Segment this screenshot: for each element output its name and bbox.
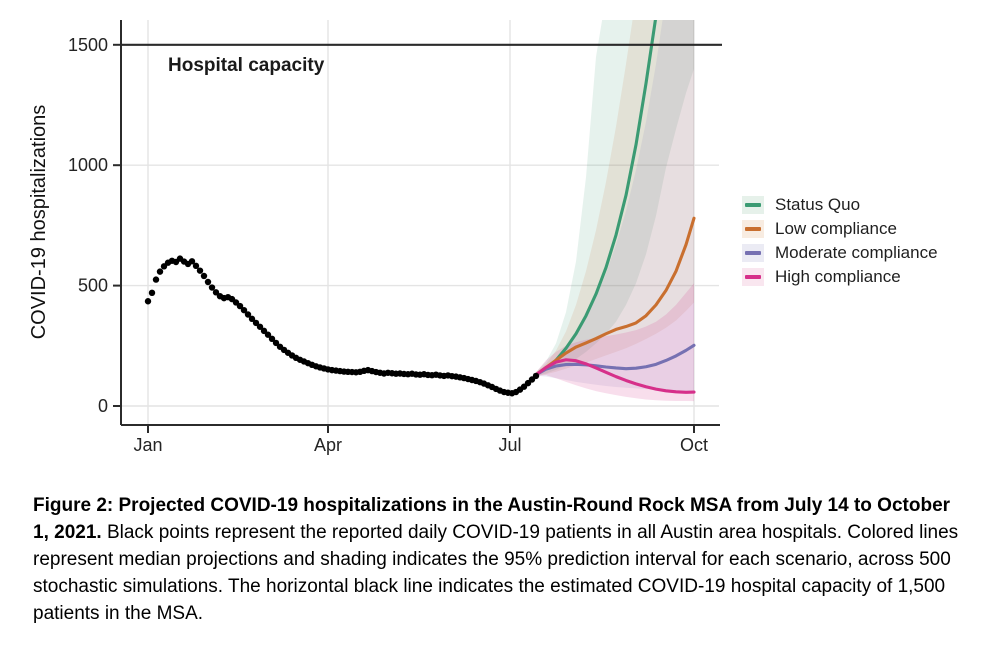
legend-key-line xyxy=(745,275,761,279)
legend-key-icon xyxy=(742,268,764,286)
observed-point xyxy=(196,267,204,274)
x-tick-label: Oct xyxy=(680,435,708,455)
y-tick-label: 0 xyxy=(98,396,108,416)
y-tick-label: 500 xyxy=(78,276,108,296)
observed-point xyxy=(208,284,216,291)
chart-legend: Status Quo Low compliance Moderate complia… xyxy=(742,195,938,286)
capacity-annotation: Hospital capacity xyxy=(168,55,325,76)
ribbon-high-compliance xyxy=(536,283,694,402)
caption-regular-text: Black points represent the reported dail… xyxy=(33,522,959,624)
x-tick-label: Apr xyxy=(314,435,342,455)
legend-item-label: Status Quo xyxy=(775,195,861,214)
legend-item-label: High compliance xyxy=(775,267,901,286)
hospitalizations-chart: 0 500 1000 1500 Jan Apr Jul Oct COVID-19 hospita… xyxy=(28,20,722,455)
observed-point xyxy=(200,272,208,280)
observed-point xyxy=(268,335,276,343)
median-line-low-compliance xyxy=(534,216,696,377)
observed-point xyxy=(236,302,244,310)
data-layer xyxy=(144,20,696,402)
legend-item-status-quo: Status Quo xyxy=(742,195,938,214)
legend-item-high-compliance: High compliance xyxy=(742,267,938,286)
legend-key-line xyxy=(745,251,761,255)
observed-point xyxy=(252,319,260,327)
ribbon-status-quo xyxy=(536,20,694,376)
ribbon-moderate-compliance xyxy=(536,20,694,392)
y-tick-label: 1500 xyxy=(68,35,108,55)
legend-key-line xyxy=(745,203,761,207)
observed-point xyxy=(256,323,264,330)
observed-point xyxy=(272,339,280,347)
observed-point xyxy=(240,306,248,314)
ribbon-low-compliance xyxy=(536,20,694,376)
observed-point xyxy=(152,276,160,283)
observed-point xyxy=(244,311,252,318)
observed-point xyxy=(188,258,196,265)
observed-point xyxy=(204,278,212,286)
median-line-high-compliance xyxy=(534,358,696,394)
legend-item-low-compliance: Low compliance xyxy=(742,219,938,238)
observed-point xyxy=(264,331,272,338)
observed-point xyxy=(156,268,164,275)
caption-bold-text: Figure 2: Projected COVID-19 hospitaliza… xyxy=(33,495,951,543)
observed-point xyxy=(248,315,256,323)
legend-item-label: Moderate compliance xyxy=(775,243,938,262)
legend-item-label: Low compliance xyxy=(775,219,897,238)
y-axis-title: COVID-19 hospitalizations xyxy=(28,105,50,340)
x-tick-label: Jan xyxy=(133,435,162,455)
x-tick-label: Jul xyxy=(498,435,521,455)
observed-point xyxy=(260,327,268,335)
observed-point xyxy=(212,289,220,296)
legend-key-icon xyxy=(742,196,764,214)
legend-key-icon xyxy=(742,244,764,262)
y-tick-label: 1000 xyxy=(68,155,108,175)
figure-caption: Figure 2: Projected COVID-19 hospitaliza… xyxy=(33,492,968,627)
observed-point xyxy=(532,372,540,380)
observed-point xyxy=(144,298,152,305)
observed-point xyxy=(192,262,200,270)
legend-key-line xyxy=(745,227,761,231)
legend-item-moderate-compliance: Moderate compliance xyxy=(742,243,938,262)
median-line-moderate-compliance xyxy=(534,343,696,377)
legend-key-icon xyxy=(742,220,764,238)
observed-point xyxy=(148,289,156,297)
